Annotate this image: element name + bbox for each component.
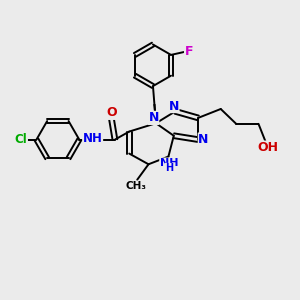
Text: OH: OH [258, 141, 279, 154]
Text: N: N [169, 100, 179, 112]
Text: F: F [184, 44, 193, 58]
Text: Cl: Cl [15, 133, 27, 146]
Text: N: N [198, 133, 209, 146]
Text: H: H [165, 164, 173, 173]
Text: O: O [106, 106, 117, 119]
Text: N: N [148, 111, 159, 124]
Text: CH₃: CH₃ [125, 181, 146, 191]
Text: NH: NH [83, 132, 103, 145]
Text: NH: NH [160, 158, 178, 168]
